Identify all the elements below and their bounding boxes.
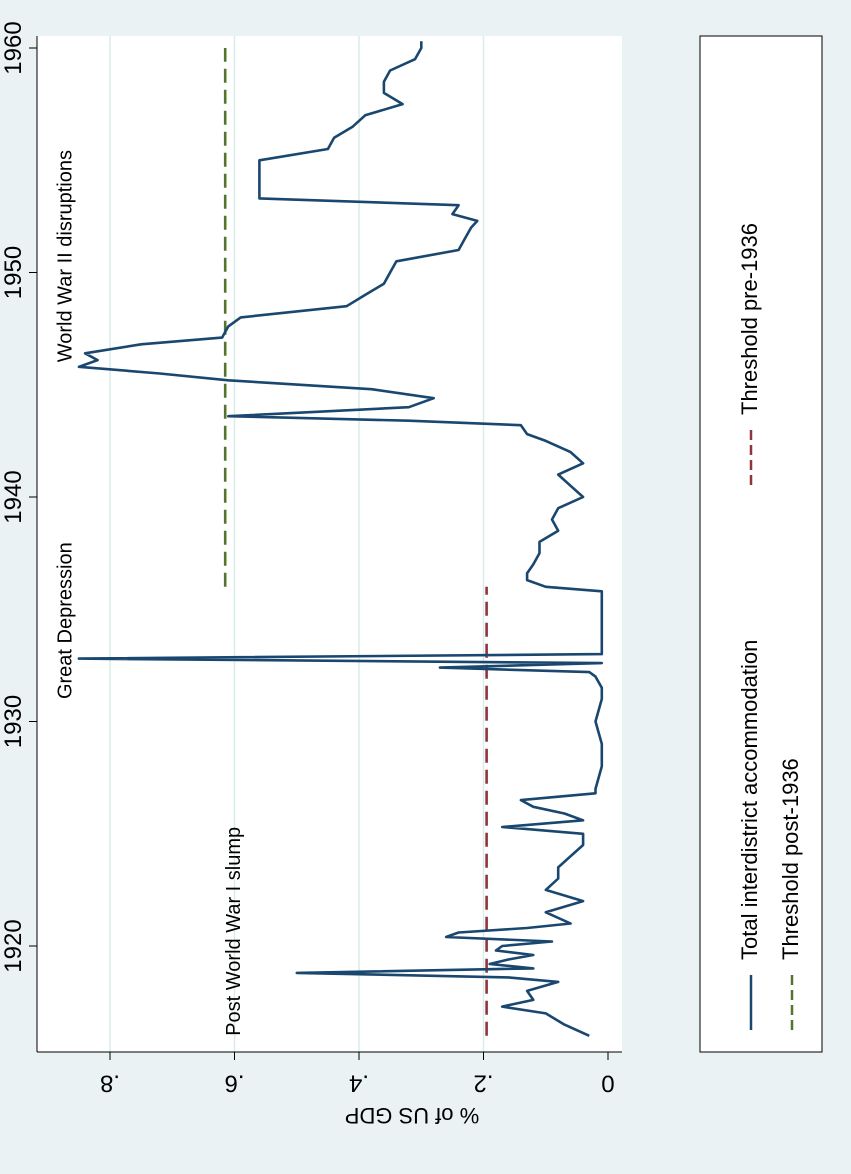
gridlines [109,36,485,1052]
x-tick-label-1930: 1930 [0,695,27,748]
y-tick-label-1: .2 [473,1070,493,1097]
annotation-layer: Post World War I slump Great Depression Wo… [55,150,245,1036]
x-tick-label-1950: 1950 [0,246,27,299]
legend-label-post: Threshold post-1936 [778,758,803,960]
axes [36,36,622,1053]
series-layer [77,41,604,1037]
legend: Total interdistrict accommodation Thresh… [699,35,823,1053]
x-tick-label-1920: 1920 [0,919,27,972]
series-line-total [77,41,604,1037]
y-tick-label-3: .6 [224,1070,244,1097]
tick-layer: 1920 1930 1940 1950 1960 0 .2 .4 .6 .8 [0,21,615,1096]
x-tick-label-1940: 1940 [0,470,27,523]
annotation-0: Post World War I slump [223,827,245,1036]
y-tick-label-0: 0 [601,1070,614,1097]
annotation-1: Great Depression [55,542,77,699]
y-axis-title: % of US GDP [345,1103,479,1128]
y-tick-label-2: .4 [349,1070,369,1097]
legend-label-pre: Threshold pre-1936 [737,223,762,415]
y-tick-label-4: .8 [100,1070,120,1097]
x-tick-label-1960: 1960 [0,21,27,74]
legend-box [699,35,823,1053]
legend-label-series: Total interdistrict accommodation [737,640,762,960]
plot-area [37,36,622,1052]
annotation-2: World War II disruptions [55,150,77,362]
